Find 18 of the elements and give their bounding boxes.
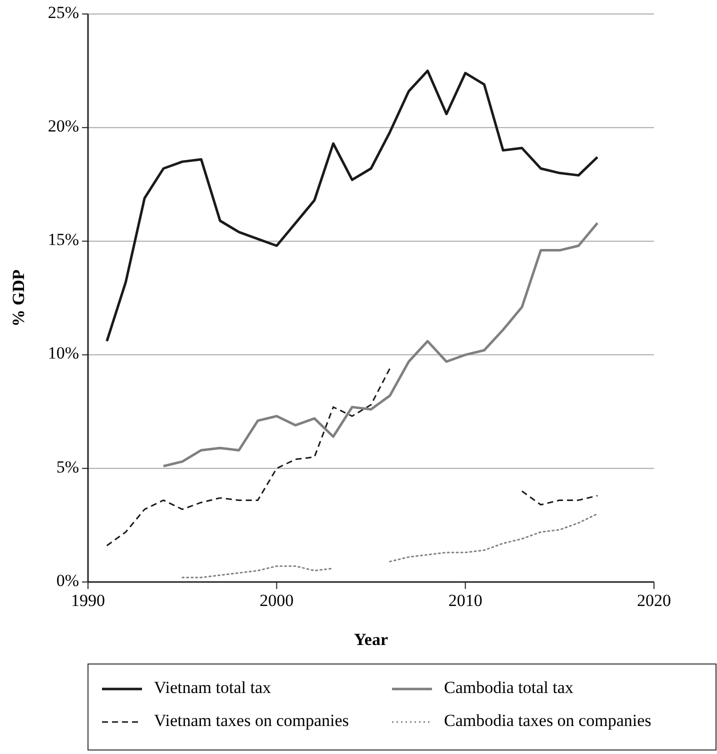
y-tick-label: 0%	[56, 570, 79, 590]
legend-label: Cambodia total tax	[444, 678, 574, 697]
y-tick-label: 15%	[48, 230, 79, 250]
legend-label: Vietnam taxes on companies	[154, 710, 349, 730]
x-axis-title: Year	[354, 630, 388, 649]
legend-label: Vietnam total tax	[154, 678, 272, 697]
y-tick-label: 10%	[48, 344, 79, 363]
line-series	[162, 222, 599, 468]
legend-label: Cambodia taxes on companies	[444, 710, 652, 730]
x-tick-label: 2010	[448, 591, 482, 610]
y-tick-label: 20%	[48, 116, 79, 136]
x-tick-label: 2000	[260, 591, 294, 610]
x-tick-label: 1990	[71, 591, 105, 610]
x-tick-label: 2020	[637, 591, 671, 610]
y-tick-label: 5%	[56, 457, 79, 476]
line-series	[106, 70, 599, 342]
y-tick-label: 25%	[48, 2, 79, 22]
y-axis-title: % GDP	[9, 269, 28, 327]
